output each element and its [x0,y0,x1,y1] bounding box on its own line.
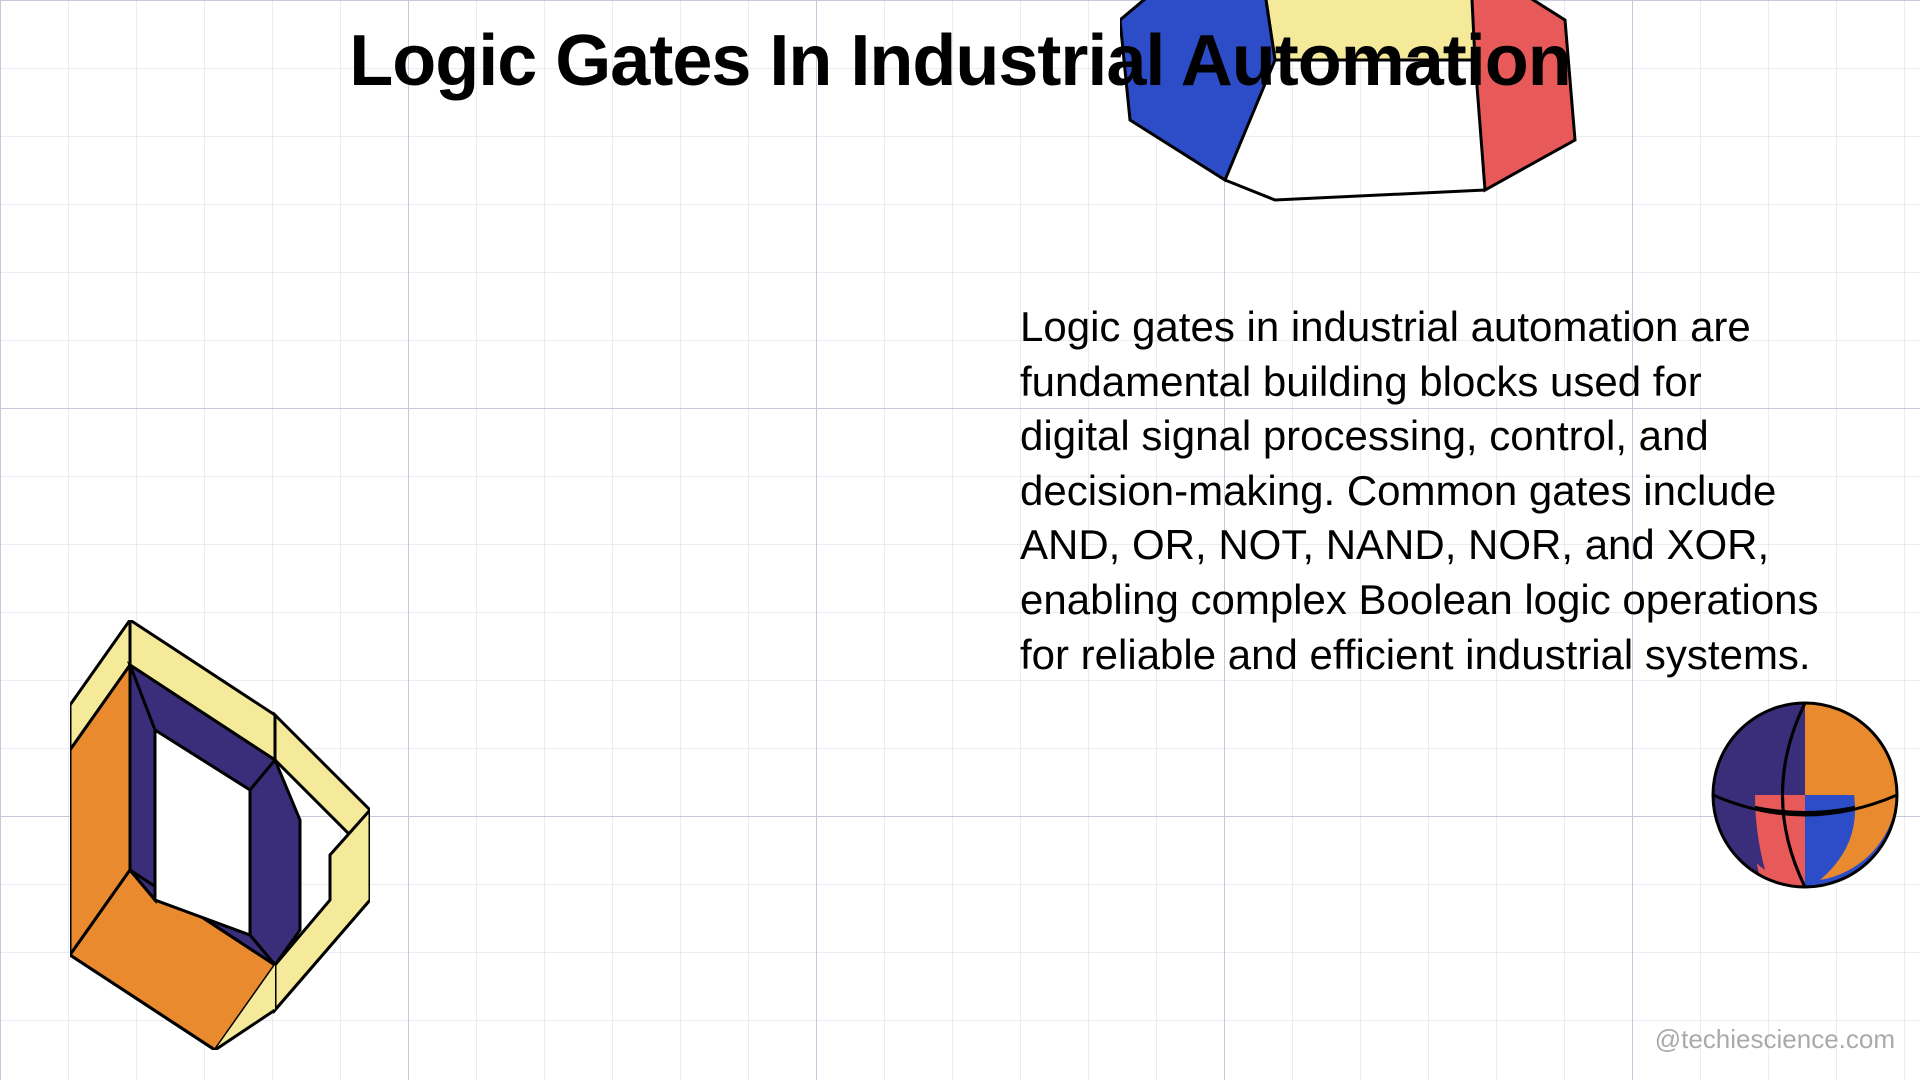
page-title: Logic Gates In Industrial Automation [349,20,1570,102]
body-text: Logic gates in industrial automation are… [1020,300,1820,682]
square-frame-shape [70,620,370,1050]
watermark: @techiescience.com [1655,1024,1895,1055]
sphere-shape [1710,700,1900,890]
